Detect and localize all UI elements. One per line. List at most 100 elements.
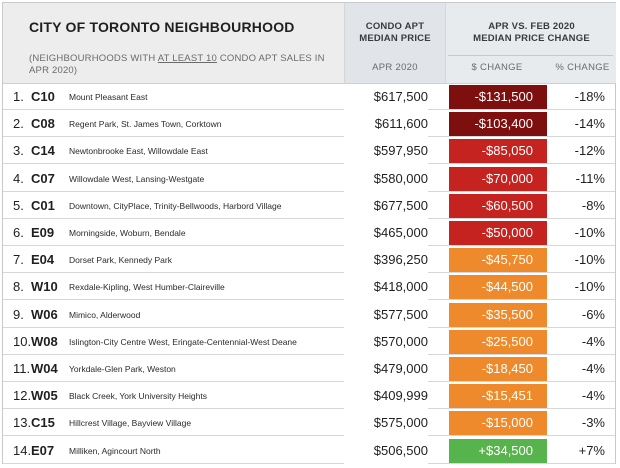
percent-change: -10% [574,252,605,268]
header-neighbourhood: CITY OF TORONTO NEIGHBOURHOOD (NEIGHBOUR… [3,3,344,84]
district-code: C10 [31,89,55,104]
row-rank: 6. [13,225,24,240]
percent-change: -14% [574,116,605,132]
table-row: 10. W08 Islington-City Centre West, Eringa… [3,328,615,355]
median-price: $617,500 [344,84,428,110]
neighbourhood-name: Willowdale West, Lansing-Westgate [69,173,205,184]
district-code: W06 [31,306,58,322]
table-row: 8. W10 Rexdale-Kipling, West Humber-Claire… [3,274,615,301]
dollar-change: -$103,400 [449,112,547,137]
district-code: C08 [31,116,55,132]
district-code: C14 [31,143,55,159]
percent-change: -12% [574,143,605,159]
percent-change: -10% [574,279,605,295]
district-code: E09 [31,225,55,240]
dollar-change: -$60,500 [449,193,547,218]
dollar-change-subheading: $ CHANGE [471,62,523,73]
percent-change: -18% [574,89,605,104]
row-rank: 8. [13,279,24,295]
neighbourhood-name: Newtonbrooke East, Willowdale East [69,146,208,157]
table-row: 5. C01 Downtown, CityPlace, Trinity-Bellwo… [3,192,615,219]
row-rank: 13. [13,415,32,431]
neighbourhood-name: Rexdale-Kipling, West Humber-Claireville [69,282,225,293]
table-row: 6. E09 Morningside, Woburn, Bendale $465,00… [3,220,615,246]
median-price: $580,000 [344,165,428,192]
median-price: $418,000 [344,274,428,301]
neighbourhood-name: Islington-City Centre West, Eringate-Cen… [69,336,297,347]
dollar-change: +$34,500 [449,438,547,463]
median-price: $570,000 [344,328,428,355]
median-price: $409,999 [344,383,428,410]
condo-column-heading: CONDO APT MEDIAN PRICE [359,21,431,44]
dollar-change: -$25,500 [449,329,547,354]
median-price: $396,250 [344,247,428,274]
percent-change: -4% [581,333,605,349]
median-price: $465,000 [344,220,428,246]
row-rank: 1. [13,89,24,104]
median-price: $577,500 [344,301,428,328]
row-rank: 14. [13,442,32,458]
dollar-change: -$45,750 [449,248,547,273]
row-rank: 9. [13,306,24,322]
neighbourhood-name: Yorkdale-Glen Park, Weston [69,364,176,374]
district-code: C01 [31,197,55,213]
median-price: $677,500 [344,192,428,219]
row-rank: 3. [13,143,24,159]
table-row: 9. W06 Mimico, Alderwood $577,500 -$35,500 -6… [3,301,615,328]
dollar-change: -$131,500 [449,85,547,109]
district-code: W10 [31,279,58,295]
neighbourhood-name: Dorset Park, Kennedy Park [69,255,172,266]
condo-subheading: APR 2020 [372,62,418,73]
pct-change-subheading: % CHANGE [555,62,610,73]
dollar-change: -$44,500 [449,275,547,300]
district-code: C07 [31,170,55,186]
dollar-change: -$50,000 [449,221,547,245]
neighbourhood-name: Mount Pleasant East [69,92,148,102]
percent-change: +7% [578,442,605,458]
percent-change: -6% [581,306,605,322]
neighbourhood-name: Black Creek, York University Heights [69,391,207,402]
dollar-change: -$85,050 [449,139,547,164]
table-title: CITY OF TORONTO NEIGHBOURHOOD [29,19,295,35]
neighbourhood-name: Hillcrest Village, Bayview Village [69,418,192,429]
district-code: W08 [31,333,58,349]
median-price: $479,000 [344,356,428,382]
table-row: 3. C14 Newtonbrooke East, Willowdale East $… [3,138,615,165]
table-row: 12. W05 Black Creek, York University Heigh… [3,383,615,410]
district-code: W05 [31,388,58,404]
neighbourhood-name: Downtown, CityPlace, Trinity-Bellwoods, … [69,200,282,211]
neighbourhood-name: Mimico, Alderwood [69,309,141,320]
neighbourhood-name: Regent Park, St. James Town, Corktown [69,119,222,130]
percent-change: -3% [581,415,605,431]
row-rank: 11. [13,361,31,376]
row-rank: 4. [13,170,24,186]
percent-change: -8% [581,197,605,213]
neighbourhood-name: Morningside, Woburn, Bendale [69,228,186,238]
percent-change: -4% [581,388,605,404]
table-row: 14. E07 Milliken, Agincourt North $506,500 +… [3,437,615,464]
neighbourhood-name: Milliken, Agincourt North [69,445,161,456]
row-rank: 12. [13,388,32,404]
percent-change: -11% [575,170,605,186]
dollar-change: -$15,000 [449,411,547,436]
row-rank: 5. [13,197,24,213]
median-price: $597,950 [344,138,428,165]
median-price: $611,600 [344,111,428,138]
table-row: 1. C10 Mount Pleasant East $617,500 -$131,50… [3,84,615,110]
table-row: 4. C07 Willowdale West, Lansing-Westgate $5… [3,165,615,192]
neighbourhood-table: CITY OF TORONTO NEIGHBOURHOOD (NEIGHBOUR… [2,2,616,464]
district-code: C15 [31,415,55,431]
district-code: E07 [31,442,55,458]
header-divider [448,55,613,56]
change-column-heading: APR VS. FEB 2020 MEDIAN PRICE CHANGE [473,21,590,44]
percent-change: -4% [581,361,605,376]
percent-change: -10% [574,225,605,240]
header-price-change: APR VS. FEB 2020 MEDIAN PRICE CHANGE $ CH… [445,3,616,84]
dollar-change: -$18,450 [449,357,547,381]
row-rank: 2. [13,116,24,132]
median-price: $575,000 [344,410,428,437]
table-row: 7. E04 Dorset Park, Kennedy Park $396,250 -$… [3,247,615,274]
table-row: 11. W04 Yorkdale-Glen Park, Weston $479,000… [3,356,615,382]
table-row: 13. C15 Hillcrest Village, Bayview Village… [3,410,615,437]
dollar-change: -$15,451 [449,384,547,409]
